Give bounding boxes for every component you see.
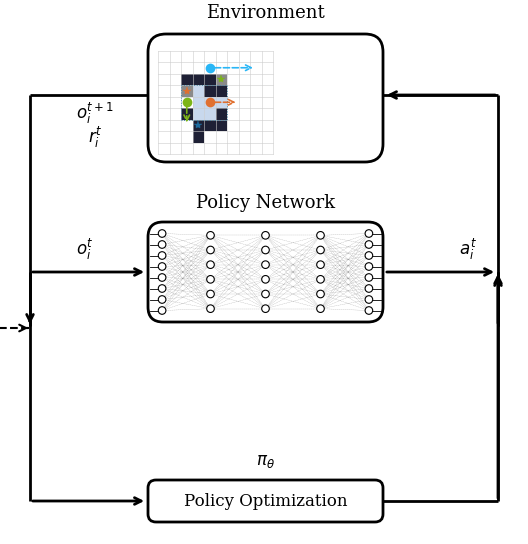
- Bar: [181, 108, 193, 120]
- FancyBboxPatch shape: [148, 222, 383, 322]
- Circle shape: [158, 285, 166, 292]
- Circle shape: [262, 290, 269, 298]
- Bar: [215, 73, 227, 85]
- Text: $a_i^t$: $a_i^t$: [459, 237, 477, 262]
- Circle shape: [158, 274, 166, 281]
- Text: Policy Optimization: Policy Optimization: [184, 492, 347, 510]
- Circle shape: [365, 252, 373, 259]
- Circle shape: [262, 261, 269, 269]
- Circle shape: [317, 305, 324, 312]
- Bar: [204, 73, 215, 85]
- Circle shape: [158, 263, 166, 270]
- Circle shape: [158, 296, 166, 304]
- Text: $o_i^{t+1}$: $o_i^{t+1}$: [76, 101, 114, 126]
- Bar: [193, 120, 204, 131]
- Circle shape: [158, 252, 166, 259]
- Bar: [193, 108, 204, 120]
- Circle shape: [206, 246, 214, 254]
- Circle shape: [158, 230, 166, 237]
- Circle shape: [262, 232, 269, 239]
- Bar: [215, 96, 227, 108]
- Bar: [193, 85, 204, 96]
- Bar: [204, 96, 215, 108]
- Circle shape: [206, 261, 214, 269]
- Circle shape: [206, 232, 214, 239]
- Circle shape: [317, 261, 324, 269]
- Bar: [193, 96, 204, 108]
- Bar: [204, 85, 215, 96]
- FancyBboxPatch shape: [148, 480, 383, 522]
- Circle shape: [158, 240, 166, 248]
- Text: Environment: Environment: [206, 4, 325, 22]
- Circle shape: [206, 290, 214, 298]
- Circle shape: [262, 305, 269, 312]
- Circle shape: [365, 296, 373, 304]
- Text: $\pi_{\theta}$: $\pi_{\theta}$: [256, 453, 275, 470]
- Circle shape: [206, 275, 214, 283]
- Bar: [204, 120, 215, 131]
- Circle shape: [365, 263, 373, 270]
- Circle shape: [317, 232, 324, 239]
- Bar: [215, 108, 227, 120]
- Text: Policy Network: Policy Network: [196, 194, 335, 212]
- Circle shape: [365, 230, 373, 237]
- Circle shape: [317, 275, 324, 283]
- Bar: [215, 73, 227, 85]
- Bar: [215, 108, 227, 120]
- Bar: [181, 85, 193, 96]
- Bar: [181, 73, 193, 85]
- FancyBboxPatch shape: [148, 34, 383, 162]
- Bar: [204, 85, 215, 96]
- Circle shape: [365, 240, 373, 248]
- Bar: [215, 85, 227, 96]
- Bar: [158, 51, 273, 154]
- Circle shape: [262, 275, 269, 283]
- Text: $o_i^t$: $o_i^t$: [76, 237, 94, 262]
- Circle shape: [317, 246, 324, 254]
- Bar: [204, 108, 215, 120]
- Bar: [193, 131, 204, 143]
- Circle shape: [365, 285, 373, 292]
- Circle shape: [206, 305, 214, 312]
- Circle shape: [365, 274, 373, 281]
- Circle shape: [262, 246, 269, 254]
- Bar: [215, 85, 227, 96]
- Bar: [215, 120, 227, 131]
- Circle shape: [317, 290, 324, 298]
- Bar: [193, 73, 204, 85]
- Circle shape: [365, 307, 373, 314]
- Text: $r_i^t$: $r_i^t$: [88, 125, 102, 150]
- Bar: [181, 85, 193, 96]
- Circle shape: [158, 307, 166, 314]
